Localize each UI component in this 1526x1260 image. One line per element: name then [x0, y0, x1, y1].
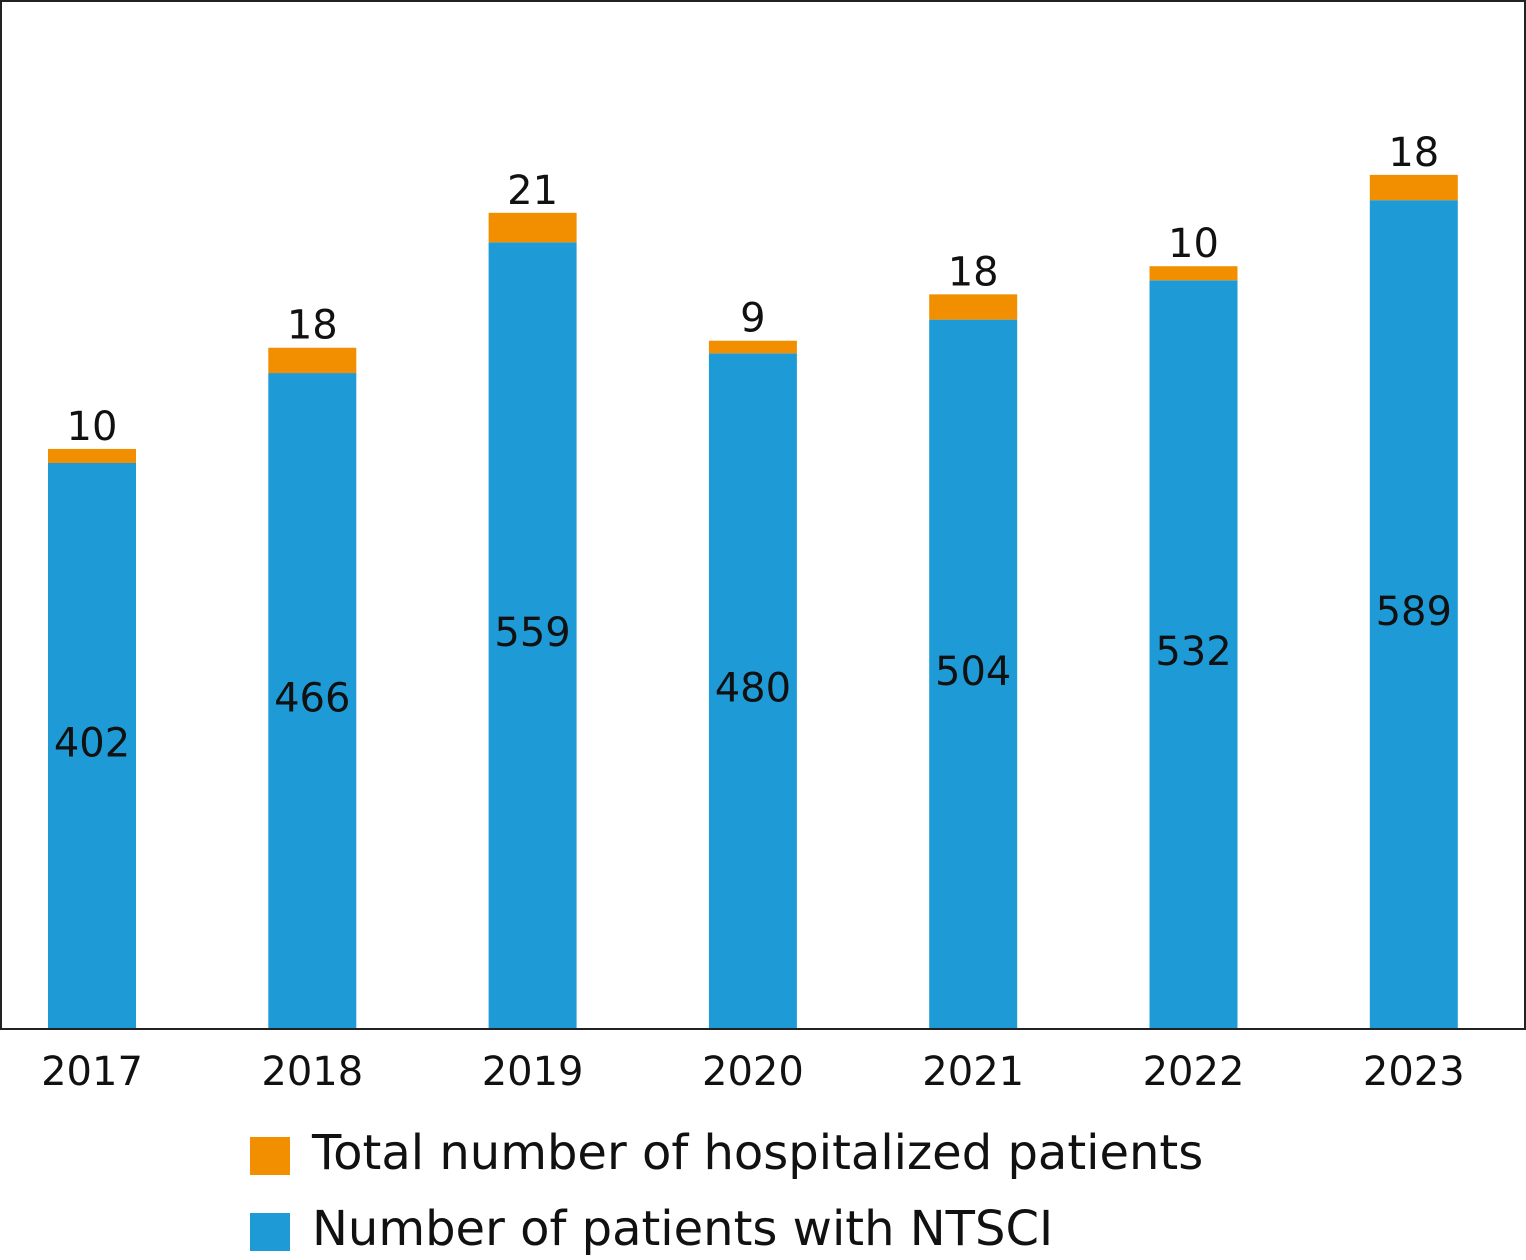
x-tick-label: 2021	[922, 1049, 1024, 1095]
x-tick-label: 2019	[482, 1049, 584, 1095]
x-tick-label: 2020	[702, 1049, 804, 1095]
x-tick-label: 2017	[41, 1049, 143, 1095]
data-label: 9	[740, 296, 765, 342]
data-label: 10	[67, 404, 118, 450]
data-label: 18	[1388, 130, 1439, 176]
data-label: 21	[507, 168, 558, 214]
bar-segment	[929, 294, 1018, 320]
bar-segment	[929, 319, 1018, 1028]
legend-swatch	[250, 1213, 290, 1251]
bar-segment	[1369, 174, 1458, 201]
data-label: 589	[1376, 589, 1452, 635]
bar-segment	[48, 448, 136, 463]
data-label: 532	[1155, 629, 1231, 675]
data-label: 18	[287, 303, 338, 349]
data-label: 559	[494, 610, 570, 656]
bar-segment	[1149, 266, 1238, 281]
plot-frame	[0, 0, 1526, 1030]
data-label: 480	[715, 666, 791, 712]
bar-segment	[488, 212, 577, 243]
bar-segment	[1149, 280, 1238, 1029]
data-label: 18	[948, 249, 999, 295]
bar-segment	[488, 242, 577, 1029]
legend-label: Total number of hospitalized patients	[311, 1125, 1203, 1181]
data-label: 10	[1168, 221, 1219, 267]
legend-label: Number of patients with NTSCI	[312, 1201, 1053, 1257]
x-tick-label: 2018	[261, 1049, 363, 1095]
bar-segment	[268, 347, 357, 374]
legend-swatch	[250, 1137, 290, 1175]
data-label: 466	[274, 676, 350, 722]
bar-segment	[708, 340, 797, 354]
x-tick-label: 2022	[1143, 1049, 1245, 1095]
bar-segment	[708, 353, 797, 1028]
data-label: 504	[935, 649, 1011, 695]
bar-segment	[1369, 200, 1458, 1028]
data-label: 402	[54, 720, 130, 766]
bar-segment	[48, 462, 136, 1028]
bar-segment	[268, 373, 357, 1028]
x-tick-label: 2023	[1363, 1049, 1465, 1095]
